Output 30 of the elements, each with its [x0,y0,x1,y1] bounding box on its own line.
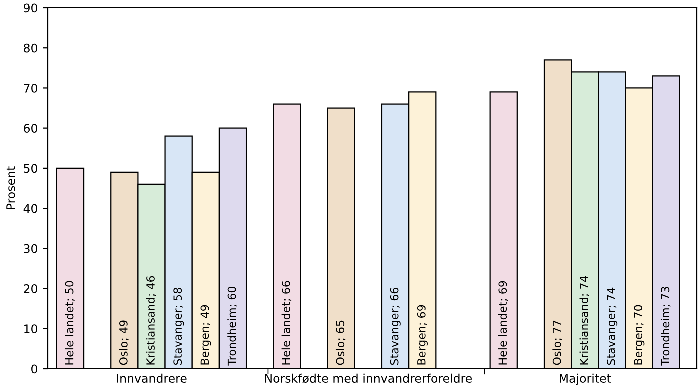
y-tick-label: 80 [24,44,38,53]
data-label: Hele landet; 69 [498,281,508,365]
y-tick-label: 40 [24,204,38,214]
data-label: Kristiansand; 46 [146,276,156,365]
data-label: Bergen; 69 [417,305,428,365]
y-tick-label: 30 [24,244,38,254]
data-label: Oslo; 65 [336,320,346,366]
data-label: Kristiansand; 74 [580,276,590,365]
y-tick-label: 70 [24,84,38,93]
data-label: Trondheim; 73 [661,287,671,366]
y-tick-label: 50 [24,164,38,174]
x-tick-label: Norskfødte med innvandrerforeldre [265,374,472,384]
data-label: Trondheim; 60 [228,286,238,366]
data-label: Bergen; 49 [200,305,212,365]
y-tick-label: 10 [24,324,38,334]
data-label: Stavanger; 74 [607,288,618,366]
data-label: Bergen; 70 [634,305,645,365]
y-tick-label: 20 [24,284,38,294]
y-tick-label: 60 [24,124,38,133]
x-tick-label: Innvandrere [117,374,187,383]
x-tick-label: Majoritet [560,374,612,386]
data-label: Oslo; 77 [552,320,562,366]
data-label: Hele landet; 50 [65,281,75,365]
data-label: Oslo; 49 [119,320,130,366]
data-label: Hele landet; 66 [282,281,292,365]
y-tick-label: 90 [24,4,38,13]
data-label: Stavanger; 58 [174,288,184,366]
y-axis-title: Prosent [6,166,16,210]
y-tick-label: 0 [32,364,38,374]
data-label: Stavanger; 66 [390,288,401,366]
